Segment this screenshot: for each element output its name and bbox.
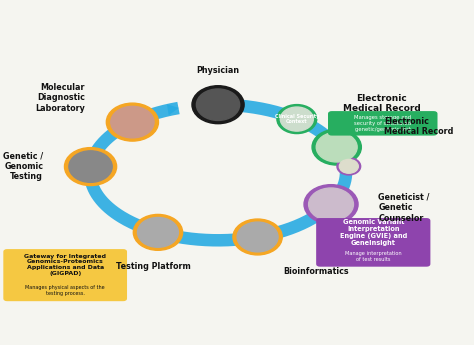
Circle shape xyxy=(233,219,282,255)
Text: Manages storage and
security of structured
genetic/genomic test: Manages storage and security of structur… xyxy=(354,115,411,132)
Text: Testing Platform: Testing Platform xyxy=(116,262,191,272)
Text: Genetic /
Genomic
Testing: Genetic / Genomic Testing xyxy=(3,152,43,181)
Circle shape xyxy=(312,129,361,165)
Circle shape xyxy=(277,105,317,134)
Circle shape xyxy=(106,103,158,141)
Circle shape xyxy=(196,89,240,120)
Text: Genomic Variant
Interpretation
Engine (GVIE) and
GeneInsight: Genomic Variant Interpretation Engine (G… xyxy=(340,219,407,246)
Text: Clinical Security
Context: Clinical Security Context xyxy=(275,114,319,125)
Circle shape xyxy=(316,132,357,162)
Text: Molecular
Diagnostic
Laboratory: Molecular Diagnostic Laboratory xyxy=(35,83,85,113)
Text: Physician: Physician xyxy=(197,66,239,75)
Circle shape xyxy=(337,158,361,175)
Circle shape xyxy=(69,151,112,183)
FancyBboxPatch shape xyxy=(316,218,430,267)
Text: Manages physical aspects of the
testing process.: Manages physical aspects of the testing … xyxy=(26,285,105,296)
Circle shape xyxy=(280,107,313,131)
Circle shape xyxy=(192,86,244,124)
Text: Geneticist /
Genetic
Counselor: Geneticist / Genetic Counselor xyxy=(378,193,430,223)
Circle shape xyxy=(304,185,358,224)
Text: Electronic
Medical Record: Electronic Medical Record xyxy=(343,94,420,113)
Circle shape xyxy=(133,215,182,250)
Text: Gateway for Integrated
Genomics-Proteomics
Applications and Data
(GIGPAD): Gateway for Integrated Genomics-Proteomi… xyxy=(24,254,106,276)
FancyBboxPatch shape xyxy=(3,249,127,301)
Circle shape xyxy=(309,188,354,221)
Text: Manage interpretation
of test results: Manage interpretation of test results xyxy=(345,251,401,262)
Text: Bioinformatics: Bioinformatics xyxy=(283,267,349,276)
Circle shape xyxy=(339,159,358,173)
Circle shape xyxy=(137,217,178,247)
Circle shape xyxy=(237,222,278,252)
Circle shape xyxy=(111,106,154,138)
Circle shape xyxy=(64,148,117,186)
FancyBboxPatch shape xyxy=(328,111,438,136)
Text: Electronic
Medical Record: Electronic Medical Record xyxy=(384,117,454,136)
